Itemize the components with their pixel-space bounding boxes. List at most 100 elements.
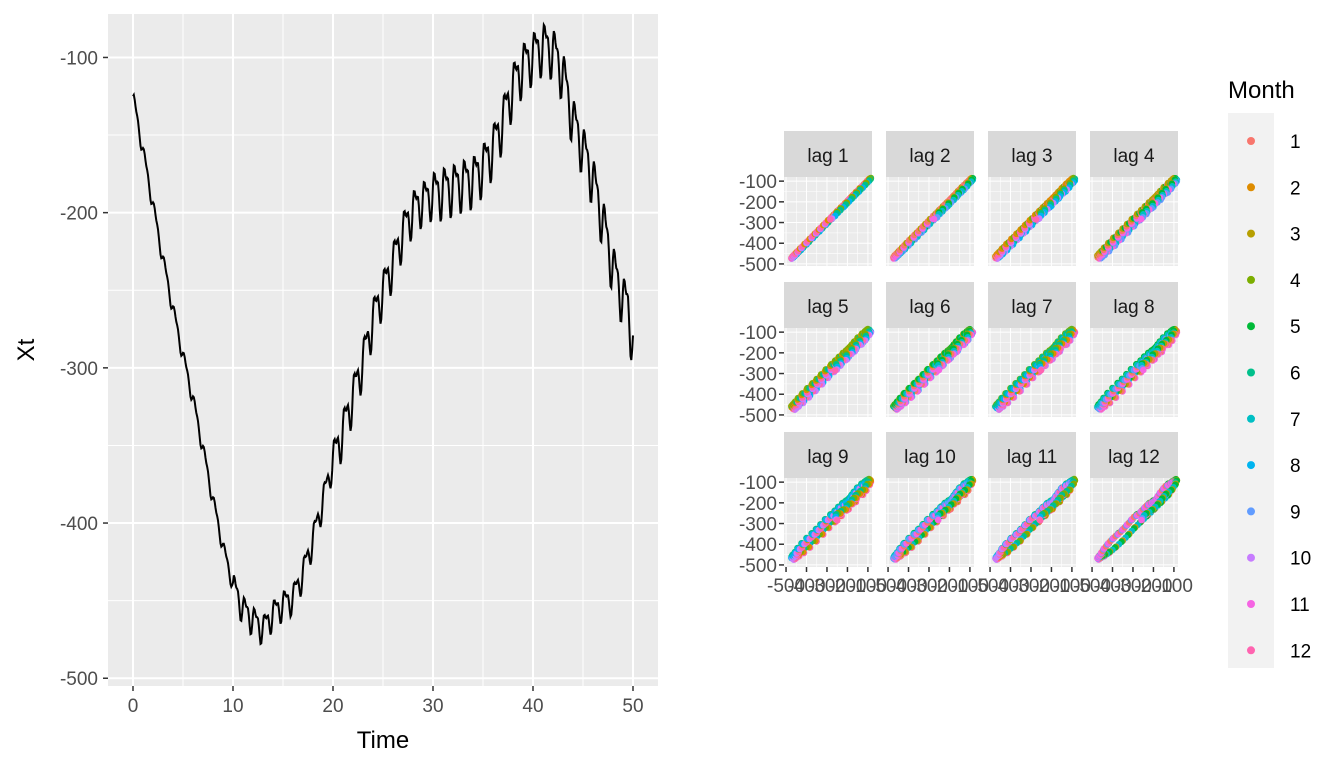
facet-x-tick-label: -500 <box>767 576 805 597</box>
lag-panel: lag 4 <box>1090 131 1181 266</box>
facet-points <box>890 325 977 413</box>
legend-label: 7 <box>1290 410 1301 431</box>
facet-x-tick-label: -300 <box>1012 576 1050 597</box>
legend-label: 10 <box>1290 549 1311 570</box>
facet-label: lag 7 <box>1011 297 1052 318</box>
facet-label: lag 3 <box>1011 146 1052 167</box>
legend-label: 8 <box>1290 456 1301 477</box>
y-tick-label: -300 <box>60 359 98 380</box>
y-tick-label: -500 <box>60 669 98 690</box>
series-line <box>132 21 634 646</box>
facet-x-tick-label: -500 <box>869 576 907 597</box>
facet-y-tick-label: -200 <box>739 344 777 365</box>
facet-points <box>788 174 875 262</box>
x-axis-label: Time <box>357 727 409 754</box>
lag-point <box>1140 366 1147 374</box>
facet-y-tick-label: -300 <box>739 515 777 536</box>
facet-x-tick-label: -200 <box>828 576 866 597</box>
facet-x-tick-label: -500 <box>971 576 1009 597</box>
lag-point <box>1037 367 1045 374</box>
facet-label: lag 9 <box>807 447 848 468</box>
facet-strip <box>988 131 1076 177</box>
facet-points <box>1094 325 1181 413</box>
legend-key <box>1247 553 1255 562</box>
facet-label: lag 1 <box>807 146 848 167</box>
lag-point <box>1036 517 1044 524</box>
facet-label: lag 11 <box>1007 447 1057 468</box>
facet-y-tick-label: -400 <box>739 234 777 255</box>
facet-x-tick-label: -300 <box>808 576 846 597</box>
facet-y-tick-label: -100 <box>739 323 777 344</box>
facet-y-tick-label: -500 <box>739 255 777 276</box>
lag-point <box>934 516 942 524</box>
facet-x-tick-label: -100 <box>849 576 887 597</box>
facet-y-tick-label: -100 <box>739 473 777 494</box>
legend-label: 4 <box>1290 271 1301 292</box>
time-series-panel: -500 -400 -300 -200 -100 0 10 20 30 40 50 Time Xt <box>13 14 658 754</box>
legend-key <box>1247 600 1255 608</box>
facet-x-tick-label: -100 <box>1155 576 1193 597</box>
facet-strip <box>784 282 872 328</box>
x-tick-label: 0 <box>128 696 139 717</box>
facet-points <box>890 475 977 563</box>
facet-x-tick-label: -200 <box>930 576 968 597</box>
facet-x-tick-label: -300 <box>910 576 948 597</box>
legend-key <box>1247 183 1255 192</box>
facet-x-tick-label: -400 <box>889 576 927 597</box>
lag-panel: lag 5 -500-400-300-200-100 <box>739 282 875 427</box>
facet-x-tick-label: -300 <box>1114 576 1152 597</box>
legend-key <box>1247 646 1255 655</box>
facet-label: lag 5 <box>807 297 848 318</box>
facet-label: lag 10 <box>904 447 956 468</box>
facet-x-tick-label: -500 <box>1073 576 1111 597</box>
facet-label: lag 12 <box>1108 447 1160 468</box>
legend-key <box>1247 507 1255 516</box>
legend-label: 12 <box>1290 641 1311 662</box>
legend-key <box>1247 322 1255 331</box>
lag-panel: lag 7 <box>988 282 1079 417</box>
time-series-line <box>132 21 634 646</box>
lag-point <box>1032 216 1040 223</box>
left-y-axis: -500 -400 -300 -200 -100 <box>60 48 108 690</box>
legend-title: Month <box>1228 77 1295 104</box>
legend-key <box>1247 275 1255 284</box>
y-tick-label: -200 <box>60 204 98 225</box>
legend-label: 5 <box>1290 317 1301 338</box>
lag-point <box>834 517 841 524</box>
legend-key <box>1247 137 1255 145</box>
facet-x-tick-label: -400 <box>991 576 1029 597</box>
lag-point <box>831 367 839 374</box>
lag-panel: lag 12 -500-400-300-200-100 <box>1073 432 1193 597</box>
facet-label: lag 6 <box>909 297 950 318</box>
lag-panel: lag 3 <box>988 131 1079 266</box>
facet-strip <box>886 131 974 177</box>
facet-strip <box>1090 432 1178 478</box>
facet-x-tick-label: -100 <box>951 576 989 597</box>
facet-strip <box>784 131 872 177</box>
legend-label: 9 <box>1290 502 1301 523</box>
facet-y-tick-label: -400 <box>739 385 777 406</box>
facet-x-tick-label: -400 <box>1093 576 1131 597</box>
facet-label: lag 2 <box>909 146 950 167</box>
x-tick-label: 50 <box>622 696 643 717</box>
facet-strip <box>886 282 974 328</box>
legend-label: 11 <box>1290 595 1310 616</box>
facet-points <box>992 475 1079 563</box>
facet-points <box>788 325 875 414</box>
legend-key <box>1247 461 1255 470</box>
legend-label: 1 <box>1290 132 1301 153</box>
facet-y-tick-label: -100 <box>739 172 777 193</box>
facet-points <box>992 325 1079 414</box>
facet-y-tick-label: -400 <box>739 535 777 556</box>
legend-key <box>1247 414 1255 423</box>
y-axis-label: Xt <box>13 338 40 361</box>
facet-points <box>788 475 875 563</box>
facet-strip <box>988 432 1076 478</box>
x-tick-label: 20 <box>322 696 343 717</box>
lag-point <box>935 366 943 374</box>
facet-strip <box>988 282 1076 328</box>
